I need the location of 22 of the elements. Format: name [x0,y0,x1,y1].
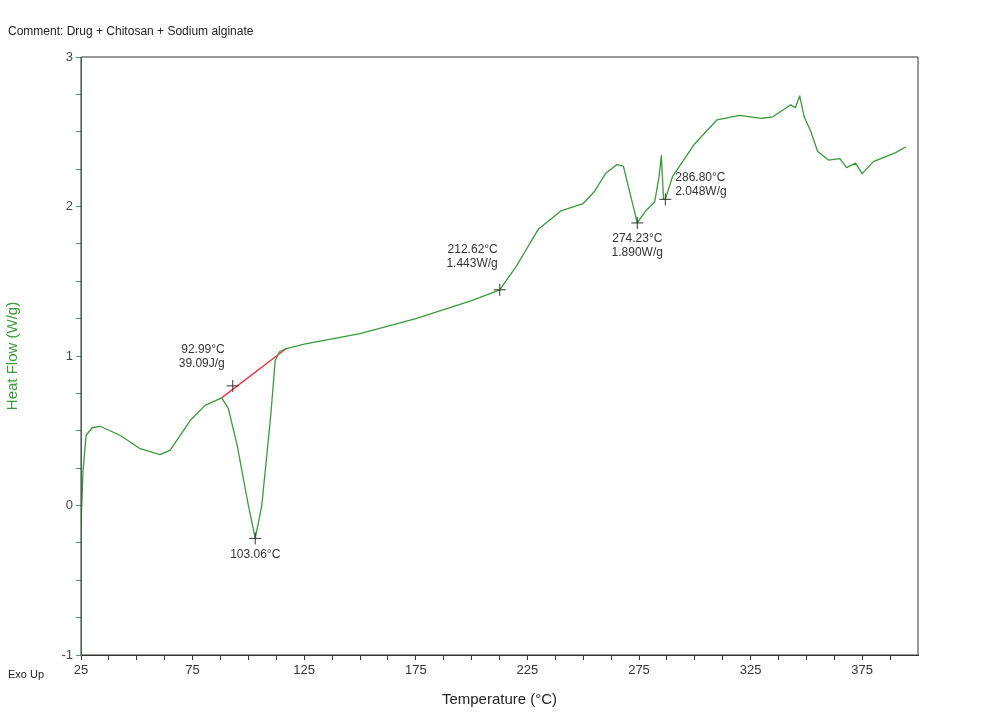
x-tick-label: 125 [293,662,316,678]
x-tick-label: 225 [516,662,539,678]
x-tick-label: 275 [628,662,650,678]
y-tick-label: 2 [65,198,73,214]
x-tick-label: 375 [851,662,874,678]
annotation: 92.99°C 39.09J/g [178,342,226,371]
y-tick-label: 3 [65,48,73,64]
text: Comment: Drug + Chitosan + Sodium alginate [8,24,254,38]
x-axis-title: Temperature (°C) [441,690,558,708]
x-tick-label: 175 [404,662,427,678]
annotation: 274.23°C 1.890W/g [611,231,663,260]
text: Exo Up [8,668,45,680]
y-tick-label: 0 [65,497,73,513]
annotation: 103.06°C [230,546,281,561]
x-tick-label: 25 [73,662,89,678]
y-tick-label: 1 [65,347,73,363]
annotation: 286.80°C 2.048W/g [675,169,727,198]
y-axis-title: Heat Flow (W/g) [3,301,21,411]
y-tick-label: -1 [61,646,73,662]
x-tick-label: 325 [739,662,762,678]
annotation: 212.62°C 1.443W/g [446,242,499,271]
x-tick-label: 75 [185,662,200,678]
